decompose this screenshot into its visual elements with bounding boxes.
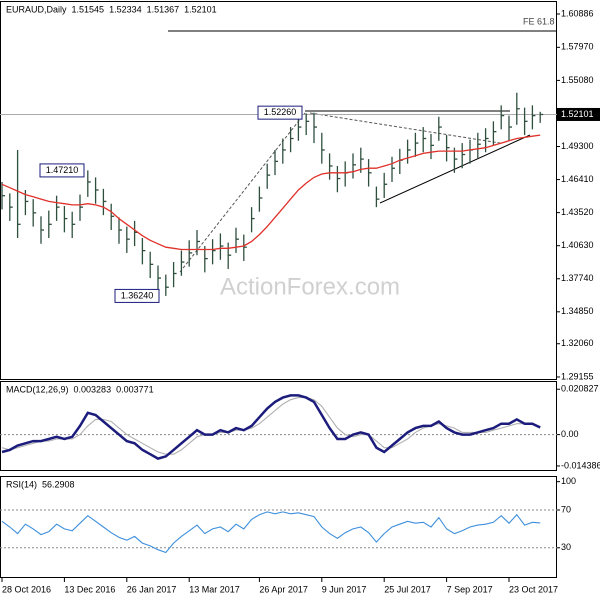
price-label-box bbox=[114, 288, 160, 303]
header-text: 1.52101 bbox=[184, 4, 217, 14]
panel-frame bbox=[0, 381, 557, 471]
y-tick-label: 1.40630 bbox=[561, 240, 594, 250]
header-text: RSI(14) bbox=[6, 479, 37, 489]
fe-label: FE 61.8 bbox=[523, 16, 555, 26]
header-text: 1.52334 bbox=[109, 4, 142, 14]
y-tick-label: 1.43520 bbox=[561, 207, 594, 217]
y-tick-label: 70 bbox=[561, 504, 571, 514]
header-text: 0.003771 bbox=[116, 384, 154, 394]
x-tick-label: 13 Dec 2016 bbox=[64, 584, 115, 594]
x-tick-label: 7 Sep 2017 bbox=[447, 584, 493, 594]
y-tick-label: 1.60886 bbox=[561, 8, 594, 18]
header-text: 0.003283 bbox=[74, 384, 112, 394]
x-tick-label: 9 Jun 2017 bbox=[322, 584, 367, 594]
panel-frame bbox=[0, 476, 557, 578]
price-label-box bbox=[257, 105, 303, 120]
watermark: ActionForex.com bbox=[220, 273, 400, 300]
price-label: 1.52260 bbox=[264, 107, 297, 117]
y-tick-label: 1.46410 bbox=[561, 174, 594, 184]
last-price-label: 1.52101 bbox=[561, 109, 594, 119]
y-tick-label: 100 bbox=[561, 476, 576, 486]
y-tick-label: 1.37740 bbox=[561, 273, 594, 283]
y-tick-label: 0.020827 bbox=[561, 384, 599, 394]
x-tick-label: 25 Jul 2017 bbox=[384, 584, 431, 594]
panel-frame bbox=[0, 1, 557, 380]
trend-line bbox=[179, 112, 306, 273]
y-tick-label: 1.55080 bbox=[561, 75, 594, 85]
y-tick-label: 1.29155 bbox=[561, 371, 594, 381]
x-tick-label: 26 Apr 2017 bbox=[259, 584, 308, 594]
header-text: 1.51367 bbox=[147, 4, 180, 14]
price-label: 1.36240 bbox=[121, 290, 154, 300]
header-text: MACD(12,26,9) bbox=[6, 384, 69, 394]
header-text: 56.2908 bbox=[42, 479, 75, 489]
y-tick-label: 0.00 bbox=[561, 429, 579, 439]
y-tick-label: 30 bbox=[561, 542, 571, 552]
x-tick-label: 28 Oct 2016 bbox=[2, 584, 51, 594]
trend-line bbox=[309, 112, 501, 144]
y-tick-label: 1.32060 bbox=[561, 338, 594, 348]
price-label-box bbox=[39, 163, 85, 178]
last-price-box bbox=[557, 107, 600, 121]
price-label: 1.47210 bbox=[46, 165, 79, 175]
indicator-line bbox=[1, 511, 541, 554]
x-tick-label: 13 Mar 2017 bbox=[189, 584, 240, 594]
moving-average bbox=[1, 134, 541, 251]
x-tick-label: 26 Jan 2017 bbox=[127, 584, 177, 594]
y-tick-label: 1.57970 bbox=[561, 42, 594, 52]
indicator-line bbox=[1, 397, 541, 455]
y-tick-label: 1.34850 bbox=[561, 306, 594, 316]
indicator-line bbox=[1, 394, 541, 460]
header-text: 1.51545 bbox=[72, 4, 105, 14]
header-text: EURAUD,Daily bbox=[6, 4, 67, 14]
y-tick-label: -0.014386 bbox=[561, 460, 600, 470]
y-tick-label: 1.49300 bbox=[561, 141, 594, 151]
x-tick-label: 23 Oct 2017 bbox=[509, 584, 558, 594]
